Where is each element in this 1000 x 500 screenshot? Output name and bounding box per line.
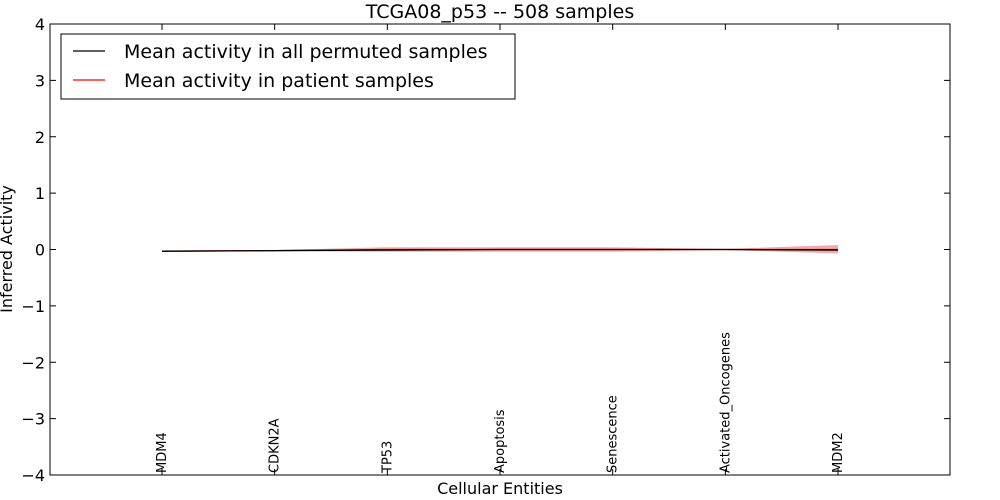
xtick-label: Senescence (606, 395, 621, 473)
series-line-permuted (161, 248, 839, 252)
ytick-label: 3 (35, 71, 45, 90)
y-axis-label: Inferred Activity (0, 185, 16, 313)
ytick-label: −2 (21, 353, 45, 372)
ytick-label: −3 (21, 410, 45, 429)
xtick-label: TP53 (380, 441, 395, 474)
x-axis-label: Cellular Entities (437, 479, 563, 498)
ytick-label: −1 (21, 297, 45, 316)
legend: Mean activity in all permuted samples Me… (60, 33, 516, 100)
legend-label-permuted: Mean activity in all permuted samples (124, 41, 487, 63)
ytick-label: 1 (35, 184, 45, 203)
legend-label-patient: Mean activity in patient samples (124, 70, 434, 92)
ytick-label: 2 (35, 128, 45, 147)
xtick-label: Activated_Oncogenes (718, 332, 733, 473)
xtick-label: Apoptosis (493, 409, 508, 473)
ytick-label: 0 (35, 241, 45, 260)
xtick-label: CDKN2A (268, 418, 283, 473)
ytick-label: −4 (21, 466, 45, 485)
xtick-label: MDM2 (831, 432, 846, 473)
xtick-label: MDM4 (155, 432, 170, 473)
ytick-label: 4 (35, 15, 45, 34)
chart-title: TCGA08_p53 -- 508 samples (365, 1, 634, 23)
legend-box (60, 33, 516, 100)
